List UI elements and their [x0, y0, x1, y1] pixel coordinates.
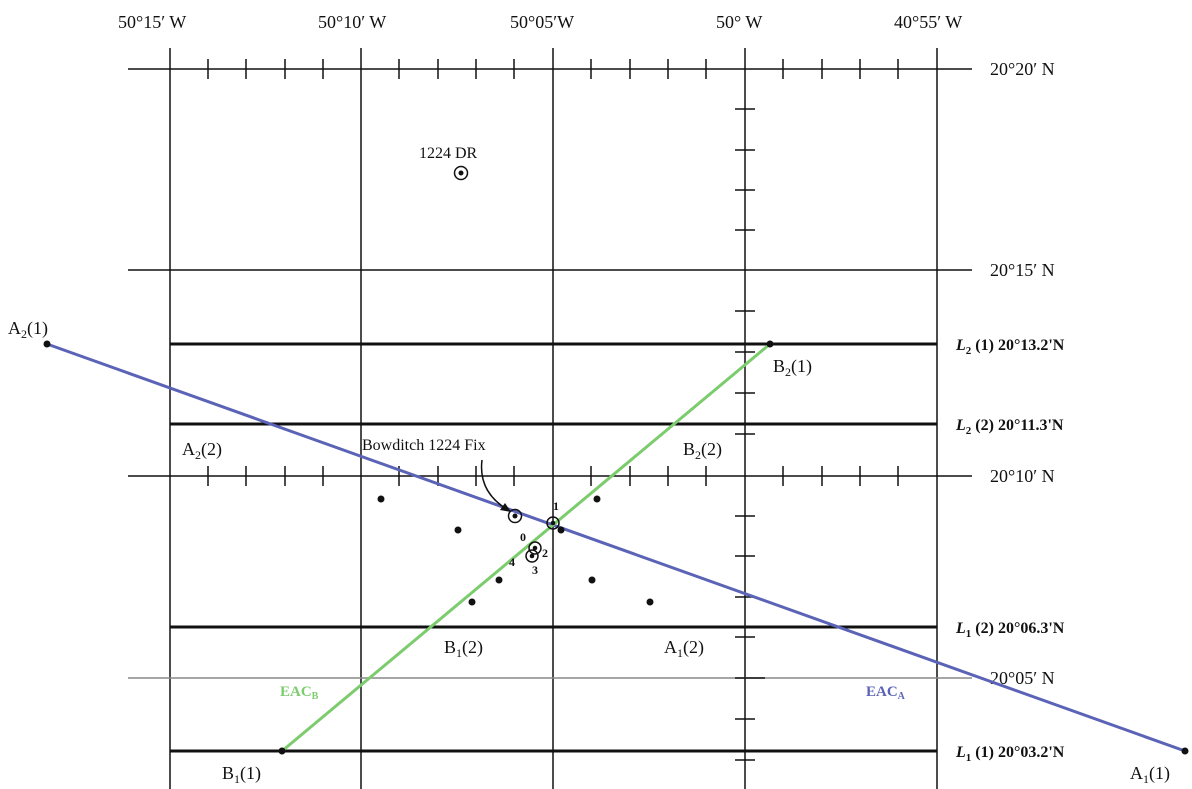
lop-label-l1-2: L1 (2) 20°06.3'N — [955, 620, 1065, 640]
fix-number-3: 3 — [532, 563, 538, 577]
eac-b-point — [766, 340, 774, 348]
point-label-b2-2: B2(2) — [683, 439, 722, 462]
longitude-label-50w: 50° W — [716, 12, 762, 32]
eac-a-point — [454, 526, 462, 534]
eac-a-point — [646, 598, 654, 606]
meridian-scale-ticks — [735, 108, 765, 761]
eac-b-point — [557, 526, 565, 534]
dr-label: 1224 DR — [419, 145, 478, 162]
eac-b-points — [278, 340, 774, 755]
top-scale-ticks — [207, 59, 899, 79]
longitude-label-50-10w: 50°10′ W — [318, 12, 386, 32]
point-label-b2-1: B2(1) — [773, 356, 812, 379]
eac-a-point — [1181, 747, 1189, 755]
lop-label-l2-1: L2 (1) 20°13.2'N — [955, 337, 1065, 357]
fix-number-4: 4 — [509, 555, 515, 569]
lop-label-l1-1: L1 (1) 20°03.2'N — [955, 744, 1065, 764]
point-label-b1-2: B1(2) — [444, 637, 483, 660]
longitude-label-40-55w: 40°55′ W — [894, 12, 962, 32]
dr-position-marker — [453, 165, 469, 181]
latitude-label-20-05n: 20°05′ N — [990, 668, 1055, 688]
fix-iteration-markers — [525, 516, 560, 563]
fix-number-0: 0 — [520, 530, 526, 544]
point-label-b1-1: B1(1) — [222, 763, 261, 786]
longitude-label-50-05w: 50°05′W — [510, 12, 574, 32]
fix-label: Bowditch 1224 Fix — [362, 437, 486, 454]
fix-number-2: 2 — [542, 546, 548, 560]
point-label-a1-2: A1(2) — [664, 637, 704, 660]
eac-a-point — [377, 495, 385, 503]
eac-a-points — [43, 340, 1189, 755]
eac-b-line — [281, 342, 771, 753]
fix-marker — [507, 508, 523, 524]
eac-a-label: EACA — [866, 684, 906, 702]
fix-number-1: 1 — [553, 499, 559, 513]
eac-a-point — [588, 576, 596, 584]
lop-label-l2-2: L2 (2) 20°11.3'N — [955, 417, 1064, 437]
longitude-label-50-15w: 50°15′ W — [118, 12, 186, 32]
fix-arrowhead — [500, 503, 511, 512]
latitude-label-20-20n: 20°20′ N — [990, 59, 1055, 79]
eac-a-point — [43, 340, 51, 348]
eac-b-point — [593, 495, 601, 503]
point-label-a1-1: A1(1) — [1130, 763, 1170, 786]
eac-a-line — [46, 342, 1186, 753]
point-label-a2-2: A2(2) — [182, 439, 222, 462]
latitude-label-20-10n: 20°10′ N — [990, 466, 1055, 486]
eac-b-point — [495, 576, 503, 584]
eac-b-point — [468, 598, 476, 606]
eac-b-point — [278, 747, 286, 755]
point-label-a2-1: A2(1) — [8, 318, 48, 341]
latitude-label-20-15n: 20°15′ N — [990, 260, 1055, 280]
middle-scale-ticks — [207, 466, 899, 486]
fix-arrow — [480, 459, 509, 511]
eac-b-label: EACB — [280, 684, 319, 702]
